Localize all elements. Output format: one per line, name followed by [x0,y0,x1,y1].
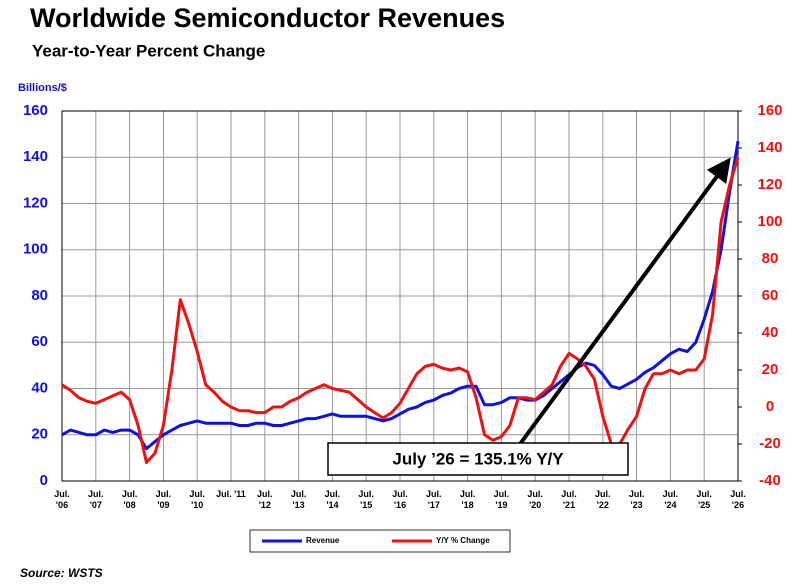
x-tick-label: Jul. '15 [358,489,374,510]
y-tick-label: 60 [31,333,48,350]
legend-label: Revenue [306,536,340,545]
x-tick-label: Jul. '21 [561,489,577,510]
legend-label: Y/Y % Change [436,536,490,545]
y2-tick-label: -40 [759,472,781,489]
chart-subtitle: Year-to-Year Percent Change [32,41,265,60]
y-tick-label: 80 [31,287,48,304]
y-tick-label: 160 [23,102,48,119]
x-tick-label: Jul. '14 [324,489,341,510]
y-tick-label: 0 [40,472,48,489]
annotation-box [327,442,629,476]
y2-tick-label: 40 [762,324,779,341]
plot-border [61,110,739,482]
x-tick-label: Jul. '25 [696,489,712,510]
source: Source: WSTS [20,566,103,580]
series-line [61,156,740,464]
x-tick-label: Jul. '13 [290,489,307,510]
y2-tick-label: 0 [766,398,774,415]
x-tick-label: Jul. '24 [662,489,679,510]
x-tick-label: Jul. '09 [155,489,172,510]
x-tick-label: Jul. '20 [527,489,543,510]
y2-tick-label: 20 [762,361,779,378]
x-tick-label: Jul. '26 [730,489,746,510]
series-line [61,140,740,451]
y2-tick-label: 120 [757,176,782,193]
x-tick-label: Jul. '22 [595,489,611,510]
annotation-arrow [518,157,731,446]
x-tick-label: Jul. '19 [493,489,510,510]
y2-tick-label: -20 [759,435,781,452]
y2-tick-label: 160 [757,102,782,119]
chart-title: Worldwide Semiconductor Revenues [30,3,505,33]
x-tick-label: Jul. '17 [426,489,442,510]
y2-tick-label: 60 [762,287,779,304]
y2-tick-label: 80 [762,250,779,267]
x-tick-label: Jul. '18 [459,489,476,510]
x-tick-label: Jul. '12 [257,489,273,510]
x-tick-label: Jul. '23 [628,489,645,510]
annotation: July ’26 = 135.1% Y/Y [392,449,564,468]
x-tick-label: Jul. '06 [54,489,70,510]
x-tick-label: Jul. '11 [216,489,246,499]
x-tick-label: Jul. '10 [189,489,205,510]
x-tick-label: Jul. '16 [392,489,408,510]
x-tick-label: Jul. '07 [88,489,104,510]
y-tick-label: 40 [31,379,48,396]
y-tick-label: 20 [31,426,48,443]
legend [249,529,511,553]
x-tick-label: Jul. '08 [121,489,138,510]
y2-tick-label: 140 [757,139,782,156]
y-axis-label: Billions/$ [18,82,67,94]
y2-tick-label: 100 [757,213,782,230]
y-tick-label: 120 [23,194,48,211]
y-tick-label: 100 [23,241,48,258]
y-tick-label: 140 [23,148,48,165]
